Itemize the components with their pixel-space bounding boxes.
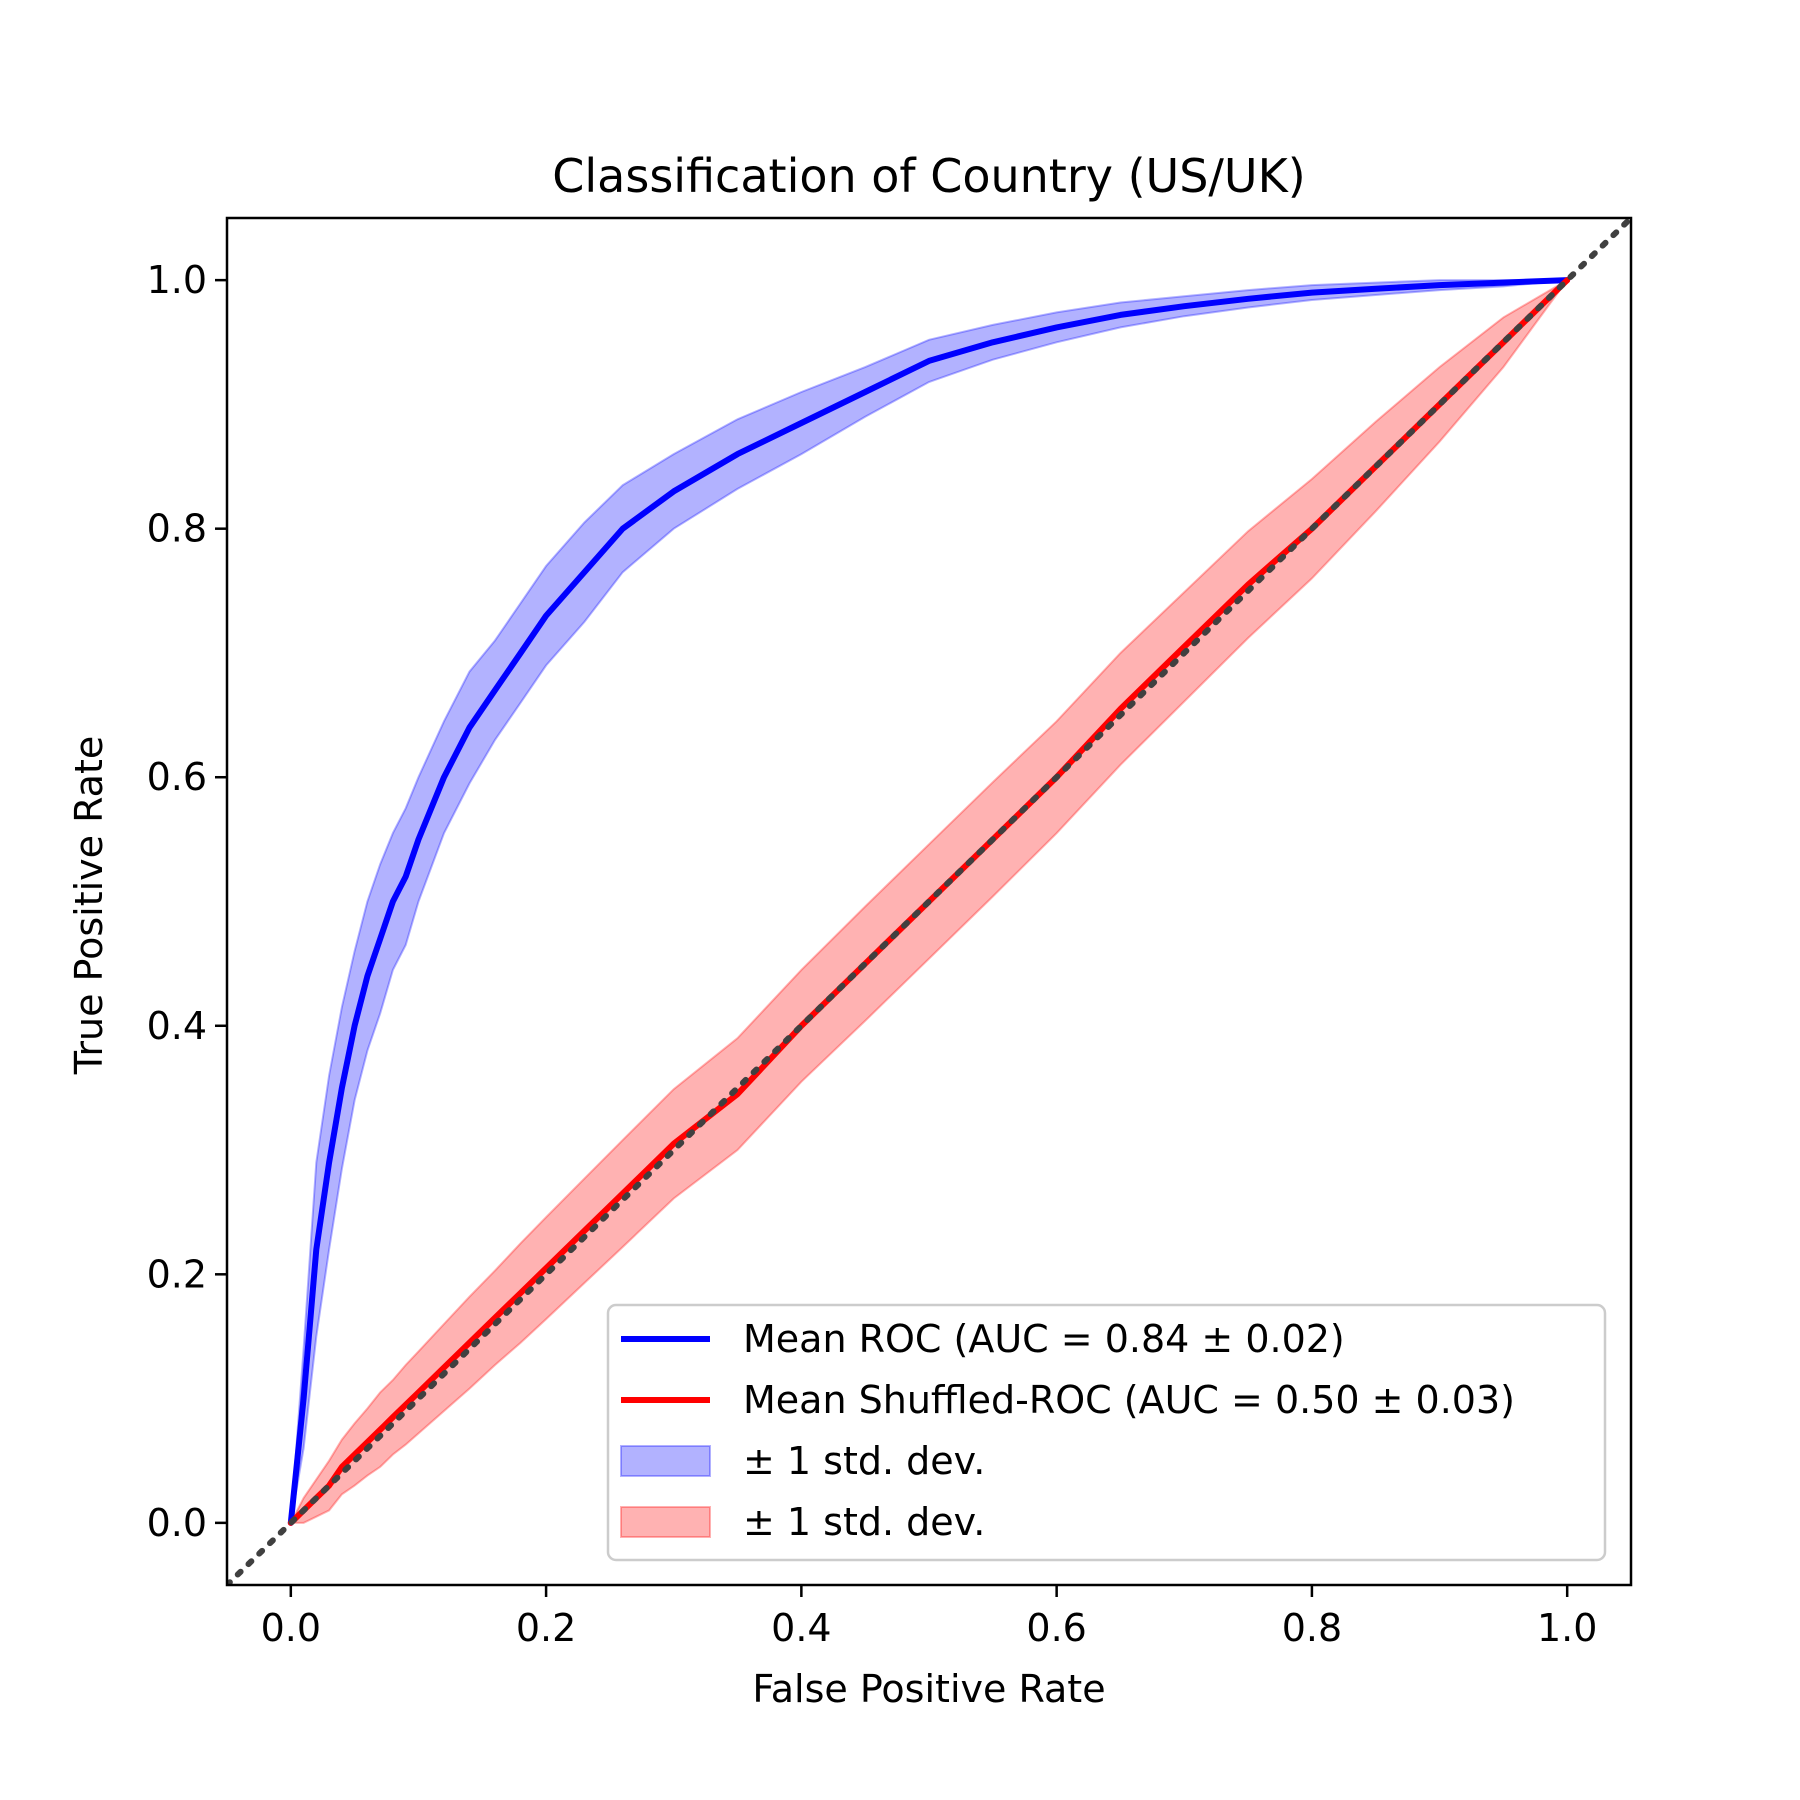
x-tick-label: 0.8 bbox=[1282, 1606, 1342, 1650]
y-tick-label: 0.0 bbox=[147, 1501, 207, 1545]
chart-title: Classification of Country (US/UK) bbox=[552, 149, 1305, 203]
legend-label: Mean Shuffled-ROC (AUC = 0.50 ± 0.03) bbox=[743, 1378, 1515, 1422]
y-tick-label: 0.2 bbox=[147, 1252, 207, 1296]
x-tick-label: 1.0 bbox=[1537, 1606, 1597, 1650]
y-tick-label: 0.4 bbox=[147, 1004, 207, 1048]
legend-swatch-band bbox=[620, 1445, 711, 1477]
x-tick-label: 0.4 bbox=[771, 1606, 831, 1650]
legend-box bbox=[606, 1303, 1607, 1562]
legend-label: Mean ROC (AUC = 0.84 ± 0.02) bbox=[743, 1317, 1345, 1361]
mean-roc-line bbox=[287, 277, 1571, 1526]
y-tick-label: 0.8 bbox=[147, 507, 207, 551]
plot-frame bbox=[225, 216, 1633, 1587]
mean-shuffled-roc-line bbox=[287, 277, 1571, 1526]
y-tick-label: 0.6 bbox=[147, 755, 207, 799]
legend-swatch-band bbox=[620, 1506, 711, 1538]
legend: Mean ROC (AUC = 0.84 ± 0.02) Mean Shuffle… bbox=[606, 1303, 1607, 1562]
axes: 0.0 0.2 0.4 0.6 0.8 1.0 0.0 0.2 0.4 0.6 0.8 1.0 bbox=[147, 216, 1633, 1650]
x-tick-label: 0.2 bbox=[516, 1606, 576, 1650]
legend-label: ± 1 std. dev. bbox=[743, 1439, 985, 1483]
y-axis-label: True Positive Rate bbox=[67, 736, 111, 1076]
chance-diagonal-line bbox=[227, 218, 1631, 1585]
x-tick-label: 0.6 bbox=[1026, 1606, 1086, 1650]
x-axis-label: False Positive Rate bbox=[752, 1667, 1105, 1711]
x-tick-label: 0.0 bbox=[261, 1606, 321, 1650]
legend-label: ± 1 std. dev. bbox=[743, 1500, 985, 1544]
plot-area bbox=[227, 218, 1631, 1585]
y-tick-label: 1.0 bbox=[147, 258, 207, 302]
